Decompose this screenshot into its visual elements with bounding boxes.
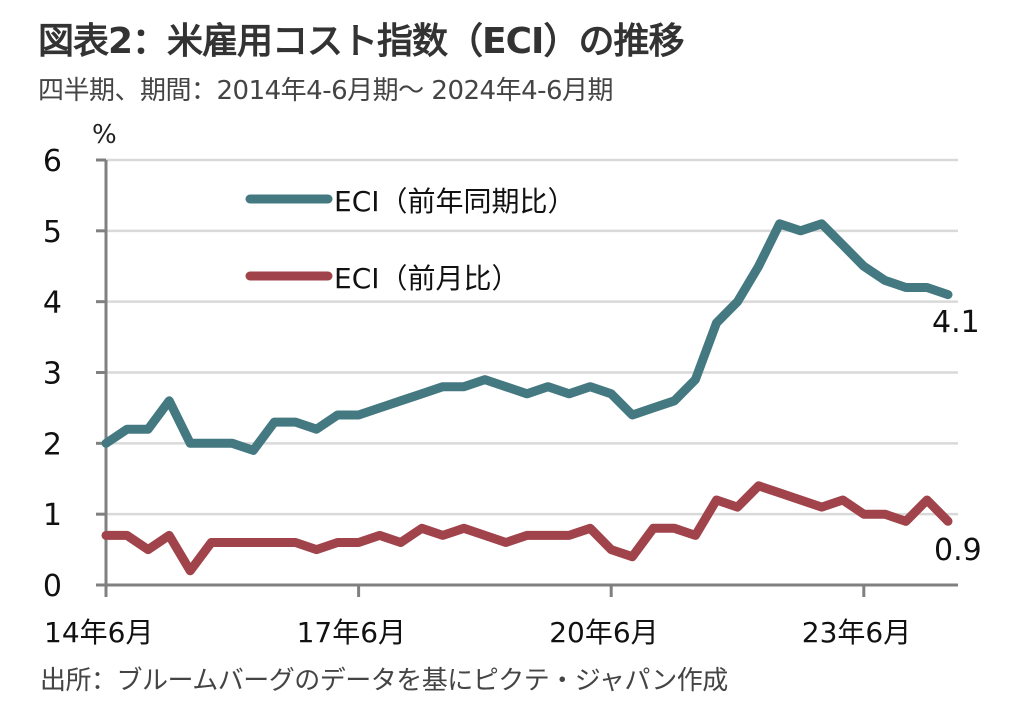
- legend-label-qoq: ECI（前月比）: [334, 262, 520, 295]
- y-tick-label: 4: [43, 286, 62, 321]
- axes: [104, 160, 958, 597]
- chart-subtitle: 四半期、期間：2014年4-6月期～ 2024年4-6月期: [38, 76, 614, 106]
- y-tick-label: 5: [43, 215, 62, 250]
- chart-title: 図表2：米雇用コスト指数（ECI）の推移: [38, 21, 684, 62]
- end-label-qoq: 0.9: [934, 533, 982, 568]
- y-tick-label: 1: [43, 498, 62, 533]
- legend-label-yoy: ECI（前年同期比）: [334, 185, 576, 218]
- legend: ECI（前年同期比） ECI（前月比）: [245, 185, 576, 295]
- x-tick-label: 14年6月: [44, 616, 153, 649]
- y-tick-label: 3: [43, 357, 62, 392]
- y-tick-labels: 0 1 2 3 4 5 6: [43, 144, 62, 604]
- y-unit-label: %: [92, 120, 117, 150]
- gridlines: [96, 158, 958, 587]
- x-tick-label: 20年6月: [549, 616, 658, 649]
- source-note: 出所：ブルームバーグのデータを基にピクテ・ジャパン作成: [40, 666, 728, 696]
- y-tick-label: 2: [43, 427, 62, 462]
- series-lines: [101, 219, 953, 576]
- end-label-yoy: 4.1: [932, 305, 980, 340]
- x-tick-label: 17年6月: [297, 616, 406, 649]
- y-tick-label: 6: [43, 144, 62, 179]
- series-line-qoq: [101, 481, 953, 576]
- series-line-yoy: [101, 219, 953, 455]
- y-tick-label: 0: [43, 569, 62, 604]
- x-tick-label: 23年6月: [802, 616, 911, 649]
- x-tick-labels: 14年6月 17年6月 20年6月 23年6月: [44, 585, 911, 649]
